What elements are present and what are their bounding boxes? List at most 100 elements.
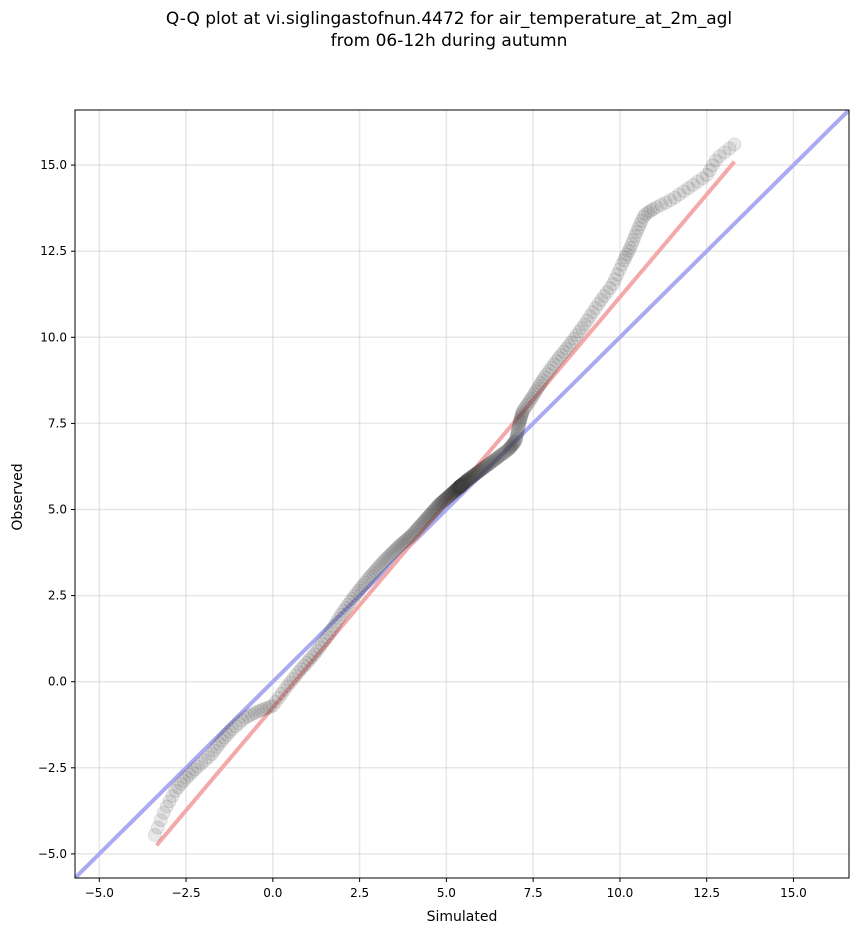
- qq-point: [727, 137, 742, 152]
- qq-point: [452, 480, 467, 495]
- qq-point: [392, 538, 407, 553]
- qq-point: [567, 331, 582, 346]
- qq-point: [478, 459, 493, 474]
- qq-point: [215, 733, 230, 748]
- qq-point: [354, 580, 369, 595]
- qq-point: [535, 373, 550, 388]
- qq-point: [453, 479, 468, 494]
- qq-point: [495, 447, 510, 462]
- identity-line: [75, 110, 849, 878]
- qq-point: [452, 479, 467, 494]
- qq-point: [449, 482, 464, 497]
- qq-point: [253, 703, 268, 718]
- qq-point: [542, 363, 557, 378]
- qq-point: [302, 653, 317, 668]
- qq-point: [317, 633, 332, 648]
- qq-point: [460, 473, 475, 488]
- qq-point: [464, 470, 479, 485]
- qq-point: [446, 485, 461, 500]
- qq-point: [574, 320, 589, 335]
- qq-point: [448, 483, 463, 498]
- qq-point: [643, 203, 658, 218]
- qq-point: [462, 471, 477, 486]
- qq-point: [436, 493, 451, 508]
- qq-point: [605, 277, 620, 292]
- qq-point: [459, 473, 474, 488]
- y-tick-label: 5.0: [48, 502, 67, 516]
- qq-point: [663, 193, 678, 208]
- qq-point: [476, 461, 491, 476]
- qq-point: [702, 163, 717, 178]
- qq-point: [438, 492, 453, 507]
- qq-point: [453, 479, 468, 494]
- qq-point: [394, 537, 409, 552]
- qq-point: [519, 398, 534, 413]
- qq-point: [620, 247, 635, 262]
- qq-point: [522, 394, 537, 409]
- qq-point: [489, 451, 504, 466]
- qq-point: [451, 481, 466, 496]
- qq-point: [386, 545, 401, 560]
- qq-point: [507, 434, 522, 449]
- qq-point: [156, 805, 171, 820]
- qq-point: [418, 512, 433, 527]
- qq-point: [428, 501, 443, 516]
- qq-point: [453, 478, 468, 493]
- qq-point: [194, 756, 209, 771]
- qq-point: [334, 607, 349, 622]
- qq-point: [222, 724, 237, 739]
- qq-point: [384, 546, 399, 561]
- qq-point: [265, 698, 280, 713]
- qq-point: [516, 403, 531, 418]
- qq-point: [450, 481, 465, 496]
- qq-point: [453, 479, 468, 494]
- qq-point: [432, 497, 447, 512]
- qq-point: [712, 149, 727, 164]
- grid: [75, 110, 849, 878]
- qq-point: [528, 384, 543, 399]
- qq-point: [502, 441, 517, 456]
- qq-point: [456, 476, 471, 491]
- qq-point: [371, 559, 386, 574]
- qq-point: [480, 457, 495, 472]
- qq-point: [212, 736, 227, 751]
- qq-point: [549, 354, 564, 369]
- qq-point: [439, 491, 454, 506]
- qq-point: [414, 517, 429, 532]
- qq-point: [454, 478, 469, 493]
- qq-point: [506, 436, 521, 451]
- qq-point: [667, 190, 682, 205]
- qq-point: [672, 187, 687, 202]
- qq-point: [499, 444, 514, 459]
- qq-point: [681, 181, 696, 196]
- qq-point: [343, 594, 358, 609]
- qq-point: [624, 237, 639, 252]
- qq-point: [591, 296, 606, 311]
- qq-point: [456, 476, 471, 491]
- qq-point: [201, 750, 216, 765]
- qq-point: [447, 484, 462, 499]
- qq-point: [404, 528, 419, 543]
- qq-point: [455, 477, 470, 492]
- x-tick-label: 7.5: [524, 886, 543, 900]
- qq-point: [351, 583, 366, 598]
- qq-point: [475, 462, 490, 477]
- qq-point: [283, 675, 298, 690]
- qq-point: [408, 523, 423, 538]
- qq-point: [654, 197, 669, 212]
- qq-point: [331, 611, 346, 626]
- qq-point: [452, 479, 467, 494]
- y-axis: −5.0 −2.5 0.0 2.5 5.0 7.5 10.0 12.5 15.0: [38, 158, 75, 861]
- qq-point: [262, 699, 277, 714]
- y-tick-label: 7.5: [48, 416, 67, 430]
- qq-point: [453, 479, 468, 494]
- qq-point: [451, 480, 466, 495]
- qq-point: [204, 746, 219, 761]
- qq-point: [324, 622, 339, 637]
- qq-point: [708, 153, 723, 168]
- qq-point: [463, 470, 478, 485]
- qq-point: [509, 431, 524, 446]
- qq-point: [486, 453, 501, 468]
- qq-point: [705, 158, 720, 173]
- qq-point: [445, 485, 460, 500]
